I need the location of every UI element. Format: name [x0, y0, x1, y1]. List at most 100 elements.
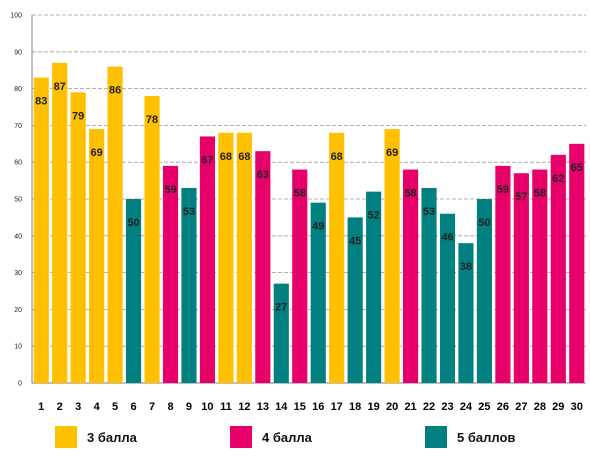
x-tick-label: 10	[201, 401, 213, 413]
data-label: 57	[515, 191, 527, 203]
x-tick-label: 18	[349, 401, 361, 413]
legend-label-5: 5 баллов	[457, 429, 516, 445]
legend-item-4: 4 балла	[230, 426, 312, 448]
x-tick-label: 8	[167, 401, 173, 413]
bar	[218, 132, 234, 383]
bar	[310, 202, 326, 383]
x-tick-label: 20	[386, 401, 398, 413]
bar	[144, 95, 160, 384]
x-tick-label: 9	[186, 401, 192, 413]
bar	[181, 187, 197, 383]
bar	[52, 62, 68, 384]
y-tick-label: 20	[14, 307, 22, 314]
data-label: 58	[534, 188, 546, 200]
y-tick-label: 90	[14, 49, 22, 56]
y-tick-label: 30	[14, 270, 22, 277]
y-tick-label: 60	[14, 160, 22, 167]
bar	[125, 199, 142, 383]
data-label: 53	[423, 206, 435, 218]
legend-swatch-5	[425, 426, 447, 448]
y-tick-label: 70	[14, 123, 22, 130]
data-label: 27	[275, 302, 287, 314]
bar	[329, 132, 345, 383]
legend-label-4: 4 балла	[262, 429, 312, 445]
x-tick-label: 22	[423, 401, 435, 413]
x-tick-label: 6	[131, 401, 137, 413]
data-label: 58	[404, 188, 416, 200]
data-label: 68	[220, 151, 232, 163]
data-label: 78	[146, 114, 158, 126]
bar	[402, 169, 419, 383]
x-tick-label: 24	[460, 401, 473, 413]
data-label: 68	[238, 151, 250, 163]
data-labels: 83 87 79 69 86 50 78 59 53 67 68 68 63 27 58 49 68 45 52 69…	[35, 81, 583, 314]
bar	[495, 165, 511, 383]
y-tick-label: 80	[14, 86, 22, 93]
bar	[366, 191, 382, 383]
data-label: 63	[257, 169, 269, 181]
data-label: 69	[91, 147, 103, 159]
bar	[273, 283, 289, 383]
data-label: 58	[294, 188, 306, 200]
y-tick-label: 100	[10, 13, 22, 20]
x-tick-label: 16	[312, 401, 324, 413]
x-tick-label: 13	[257, 401, 269, 413]
bar	[33, 77, 49, 383]
bar	[439, 213, 456, 383]
x-tick-label: 29	[552, 401, 564, 413]
bar	[107, 66, 123, 384]
bar	[384, 129, 400, 383]
y-tick-label: 10	[14, 344, 22, 351]
bar	[569, 143, 585, 383]
data-label: 83	[35, 96, 47, 108]
data-label: 38	[460, 261, 472, 273]
data-label: 45	[349, 235, 361, 247]
x-tick-label: 17	[331, 401, 343, 413]
x-tick-label: 11	[220, 401, 232, 413]
bar	[236, 132, 252, 383]
y-tick-label: 0	[18, 381, 22, 388]
data-label: 46	[441, 232, 453, 244]
data-label: 86	[109, 85, 121, 97]
legend-label-3: 3 балла	[87, 429, 137, 445]
x-tick-label: 4	[94, 401, 101, 413]
x-tick-label: 15	[294, 401, 306, 413]
legend-swatch-4	[230, 426, 252, 448]
data-label: 59	[164, 184, 176, 196]
data-label: 68	[331, 151, 343, 163]
bar	[550, 154, 566, 383]
data-label: 65	[571, 162, 583, 174]
bar	[421, 187, 437, 383]
data-label: 59	[497, 184, 509, 196]
x-tick-label: 3	[75, 401, 81, 413]
x-tick-label: 28	[534, 401, 546, 413]
data-label: 67	[201, 154, 213, 166]
gridlines	[32, 14, 586, 347]
x-tick-label: 26	[497, 401, 509, 413]
x-tick-label: 1	[38, 401, 44, 413]
legend-item-5: 5 баллов	[425, 426, 515, 448]
x-tick-label: 25	[478, 401, 490, 413]
data-label: 62	[552, 173, 564, 185]
bar	[199, 136, 216, 383]
bar	[89, 129, 105, 383]
bars	[33, 62, 585, 384]
data-label: 52	[368, 210, 380, 222]
data-label: 49	[312, 221, 324, 233]
x-tick-label: 21	[404, 401, 416, 413]
data-label: 69	[386, 147, 398, 159]
x-tick-label: 27	[515, 401, 527, 413]
bar	[476, 199, 493, 383]
bar	[347, 217, 363, 383]
bar	[458, 243, 474, 383]
data-label: 50	[478, 217, 490, 229]
x-tick-label: 14	[275, 401, 288, 413]
x-tick-label: 7	[149, 401, 155, 413]
bar	[532, 169, 548, 383]
bar	[162, 165, 179, 383]
y-tick-label: 50	[14, 197, 22, 204]
legend-swatch-3	[55, 426, 77, 448]
x-tick-label: 5	[112, 401, 118, 413]
